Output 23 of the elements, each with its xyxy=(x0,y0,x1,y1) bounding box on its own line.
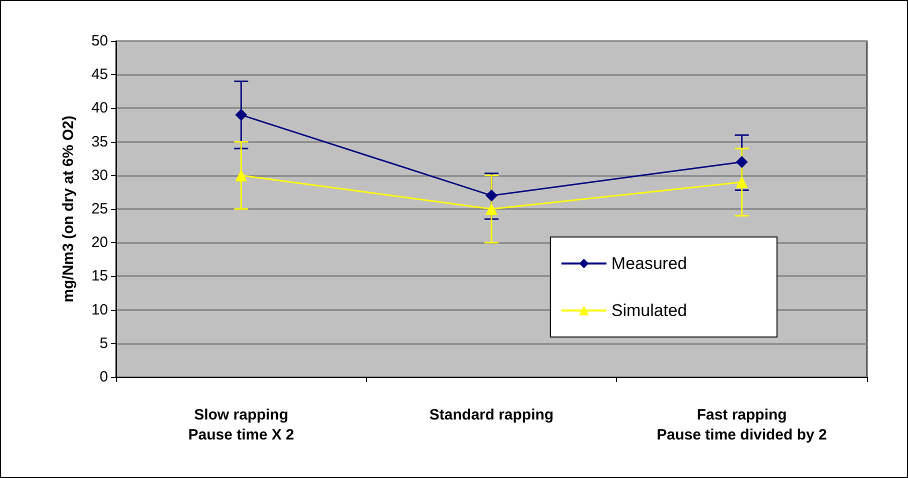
y-tick-label: 40 xyxy=(91,100,108,117)
y-tick-label: 45 xyxy=(91,66,108,84)
y-axis-title: mg/Nm3 (on dry at 6% O2) xyxy=(60,116,77,302)
x-tick-label: Slow rapping Pause time X 2 xyxy=(188,406,294,444)
x-tick-label: Fast rapping Pause time divided by 2 xyxy=(656,406,827,444)
y-tick-label: 20 xyxy=(91,234,108,252)
legend-label: Measured xyxy=(611,254,688,273)
y-tick-label: 10 xyxy=(91,301,108,318)
y-tick-label: 30 xyxy=(91,166,108,184)
y-tick-label: 50 xyxy=(91,32,108,50)
y-tick-label: 15 xyxy=(91,268,108,285)
y-tick-label: 35 xyxy=(91,133,108,150)
point xyxy=(235,169,248,182)
y-tick-label: 0 xyxy=(100,368,108,386)
point xyxy=(736,156,748,168)
point xyxy=(486,203,498,215)
point xyxy=(235,108,248,121)
point xyxy=(736,176,748,188)
legend-label: Simulated xyxy=(611,301,688,320)
point xyxy=(486,190,498,202)
y-tick-label: 5 xyxy=(100,334,108,352)
y-tick-label: 25 xyxy=(91,200,108,218)
x-tick-label: Standard rapping xyxy=(429,406,554,424)
